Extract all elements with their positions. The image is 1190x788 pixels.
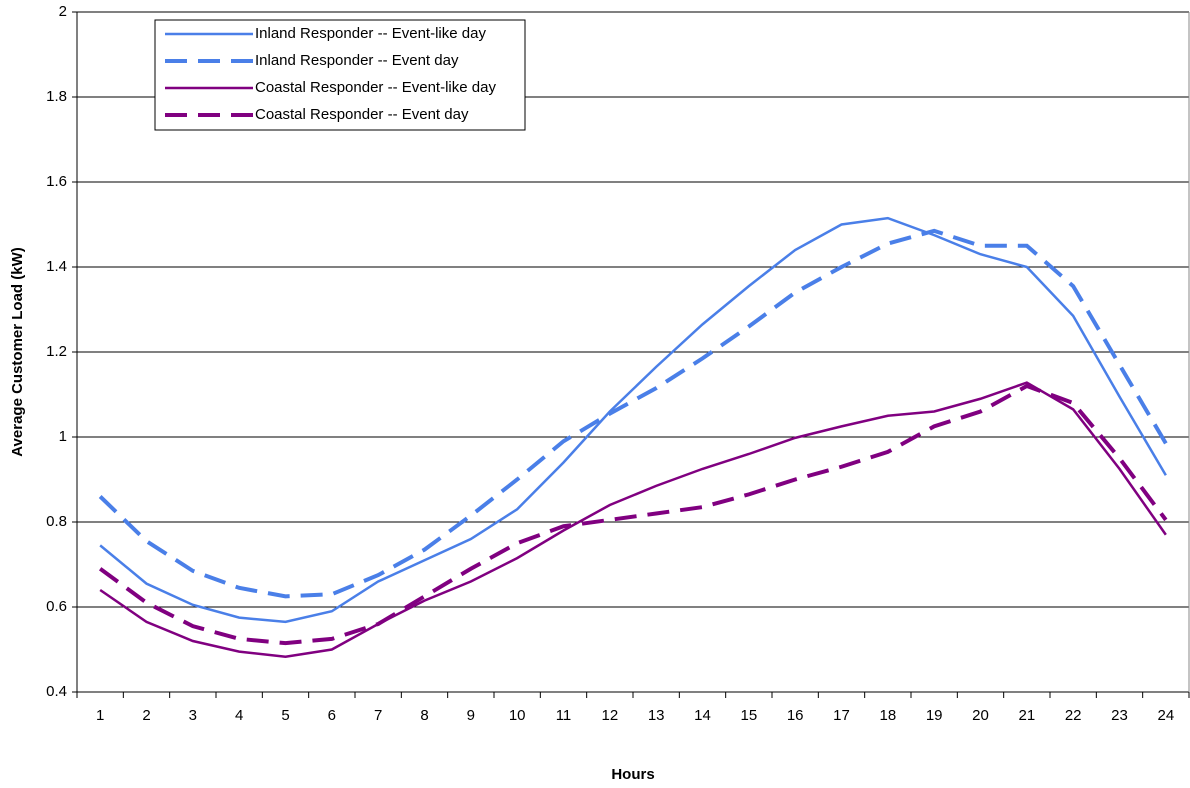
x-tick-label: 17 [833,707,850,724]
y-tick-label: 2 [59,3,67,20]
x-axis-label: Hours [611,766,654,783]
x-tick-label: 13 [648,707,665,724]
y-axis-label: Average Customer Load (kW) [9,247,26,456]
x-tick-label: 9 [467,707,475,724]
x-tick-label: 23 [1111,707,1128,724]
x-tick-label: 21 [1018,707,1035,724]
x-tick-label: 16 [787,707,804,724]
legend-label: Coastal Responder -- Event day [255,106,469,123]
x-tick-label: 1 [96,707,104,724]
x-tick-label: 2 [142,707,150,724]
series-line [98,228,1168,599]
x-tick-label: 14 [694,707,711,724]
legend-label: Inland Responder -- Event day [255,52,459,69]
x-tick-label: 19 [926,707,943,724]
y-tick-label: 1 [59,428,67,445]
y-tick-label: 0.6 [46,598,67,615]
series-line [99,216,1167,624]
x-tick-label: 6 [328,707,336,724]
x-tick-label: 12 [601,707,618,724]
x-tick-label: 20 [972,707,989,724]
y-tick-label: 1.6 [46,173,67,190]
x-tick-label: 18 [879,707,896,724]
y-tick-label: 1.2 [46,343,67,360]
legend-label: Inland Responder -- Event-like day [255,25,486,42]
y-tick-label: 1.8 [46,88,67,105]
y-tick-label: 0.4 [46,683,67,700]
x-tick-label: 8 [420,707,428,724]
y-tick-label: 0.8 [46,513,67,530]
x-tick-label: 15 [740,707,757,724]
series-line [99,381,1167,658]
x-tick-label: 7 [374,707,382,724]
x-tick-label: 5 [281,707,289,724]
x-tick-label: 4 [235,707,243,724]
x-tick-label: 11 [556,707,572,724]
legend-label: Coastal Responder -- Event-like day [255,79,496,96]
series-line [98,383,1168,646]
y-tick-label: 1.4 [46,258,67,275]
legend-box [154,19,526,131]
x-tick-label: 24 [1157,707,1174,724]
x-tick-label: 3 [189,707,197,724]
x-tick-label: 10 [509,707,526,724]
x-tick-label: 22 [1065,707,1082,724]
